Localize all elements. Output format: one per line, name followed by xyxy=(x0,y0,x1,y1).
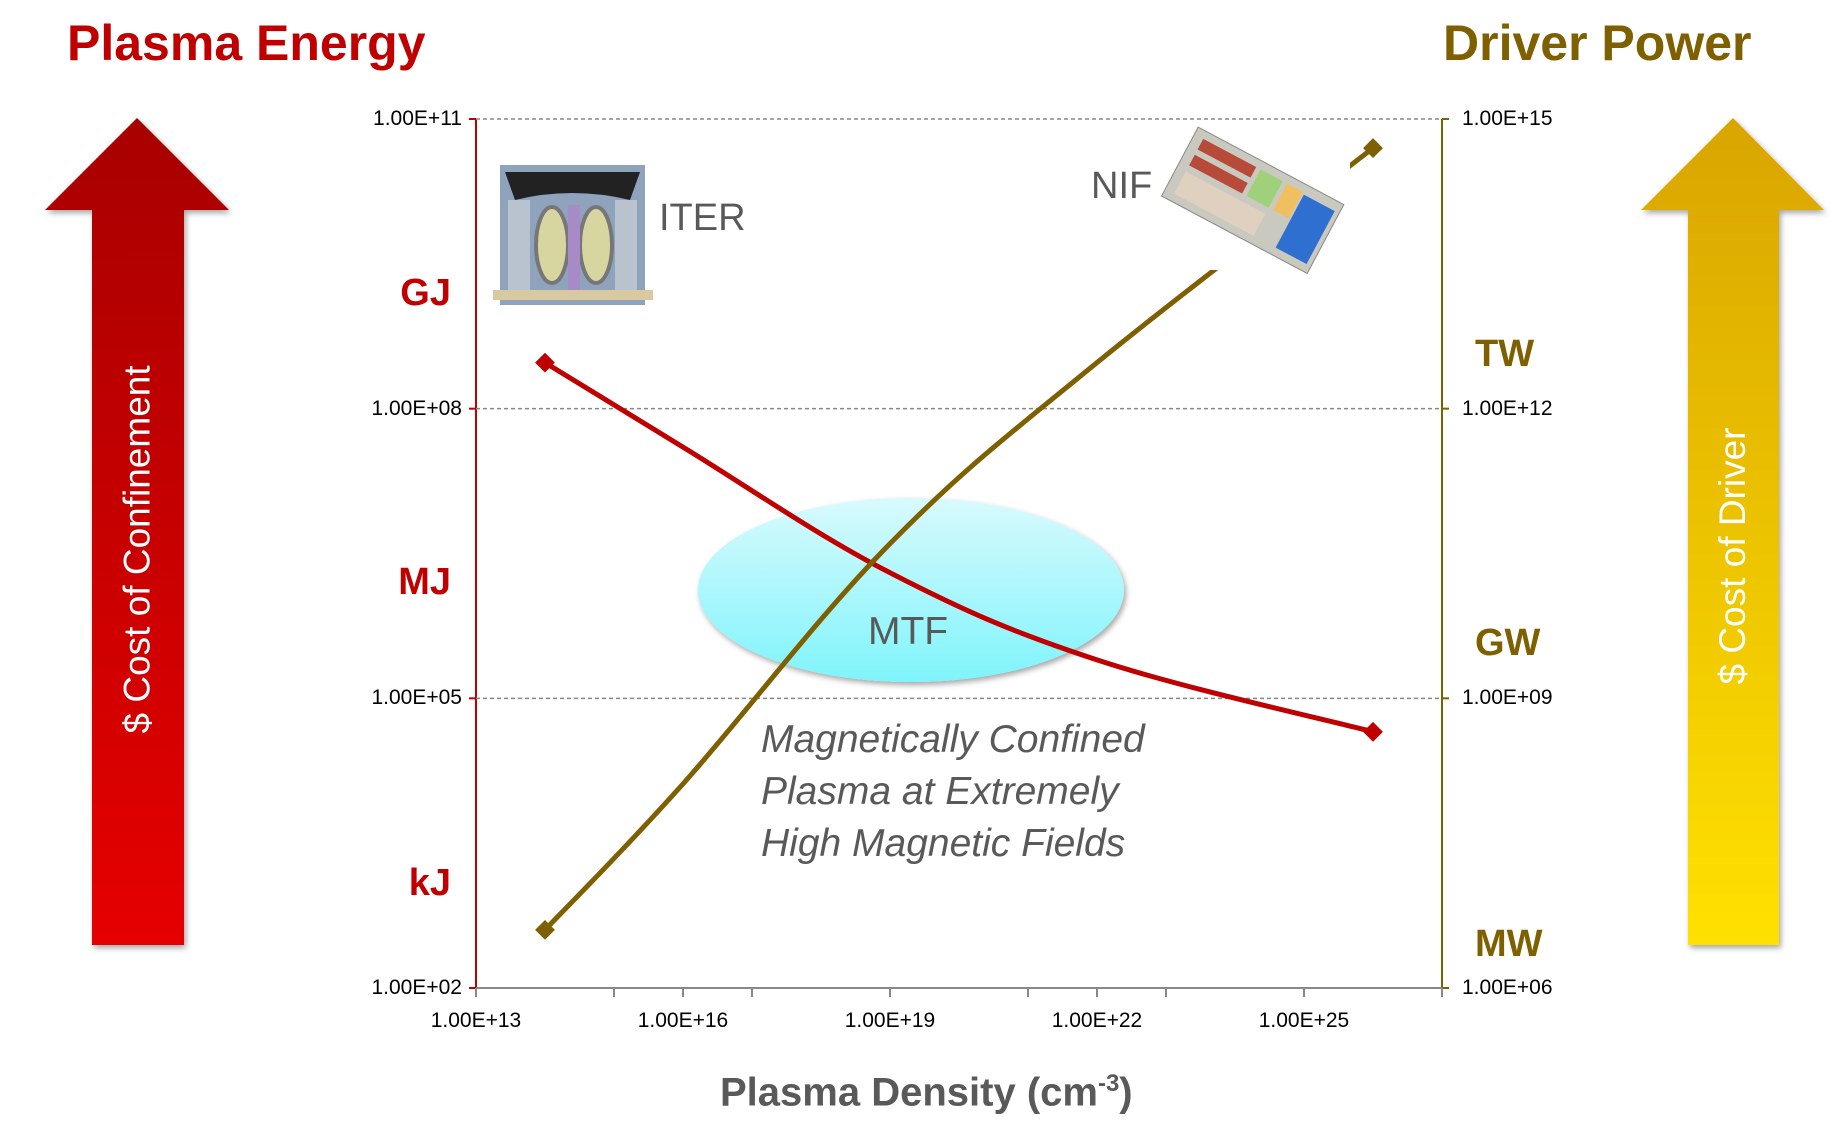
left-y-tick-label: 1.00E+08 xyxy=(371,396,462,420)
x-axis-title-end: ) xyxy=(1119,1070,1133,1115)
x-tick-label: 1.00E+25 xyxy=(1258,1009,1350,1032)
x-axis-title: Plasma Density (cm-3) xyxy=(720,1070,1133,1115)
left-y-tick-label: 1.00E+11 xyxy=(373,107,462,130)
right-cost-arrow xyxy=(1641,118,1824,945)
unit-tw: TW xyxy=(1475,333,1535,375)
nif-facility-image xyxy=(1160,126,1345,275)
data-point-marker xyxy=(1363,138,1383,158)
right-arrow-label: $ Cost of Driver xyxy=(1712,427,1753,685)
note-line-3: High Magnetic Fields xyxy=(761,822,1126,865)
left-y-tick-label: 1.00E+02 xyxy=(371,976,462,999)
x-tick-label: 1.00E+19 xyxy=(844,1009,936,1032)
left-arrow-label: $ Cost of Confinement xyxy=(116,365,158,734)
x-tick-label: 1.00E+22 xyxy=(1051,1009,1143,1032)
x-tick-label: 1.00E+13 xyxy=(430,1009,522,1032)
nif-label: NIF xyxy=(1091,165,1153,207)
data-point-marker xyxy=(535,919,555,940)
left-cost-arrow xyxy=(45,118,229,945)
data-point-marker xyxy=(535,352,555,373)
iter-tokamak-image xyxy=(493,165,653,305)
x-tick-label: 1.00E+16 xyxy=(637,1009,729,1032)
note-line-2: Plasma at Extremely xyxy=(761,770,1119,813)
plasma-energy-line xyxy=(543,360,1374,735)
data-point-marker xyxy=(1363,721,1383,742)
mtf-label: MTF xyxy=(868,610,949,653)
unit-gw: GW xyxy=(1475,622,1541,664)
iter-label: ITER xyxy=(659,197,746,239)
left-y-tick-label: 1.00E+05 xyxy=(371,686,462,710)
unit-gj: GJ xyxy=(400,272,451,314)
right-y-tick-label: 1.00E+12 xyxy=(1462,396,1553,420)
left-axis-title: Plasma Energy xyxy=(67,15,426,71)
driver-power-line xyxy=(543,146,1375,932)
unit-mw: MW xyxy=(1475,923,1543,965)
right-y-tick-label: 1.00E+09 xyxy=(1462,686,1553,710)
unit-mj: MJ xyxy=(398,561,451,603)
right-axis-title: Driver Power xyxy=(1443,15,1752,71)
right-y-tick-label: 1.00E+15 xyxy=(1462,107,1553,130)
note-line-1: Magnetically Confined xyxy=(761,718,1145,761)
x-axis-title-sup: -3 xyxy=(1097,1070,1120,1097)
unit-kj: kJ xyxy=(408,862,451,904)
x-axis-title-text: Plasma Density (cm xyxy=(720,1070,1098,1115)
right-y-tick-label: 1.00E+06 xyxy=(1462,976,1553,999)
